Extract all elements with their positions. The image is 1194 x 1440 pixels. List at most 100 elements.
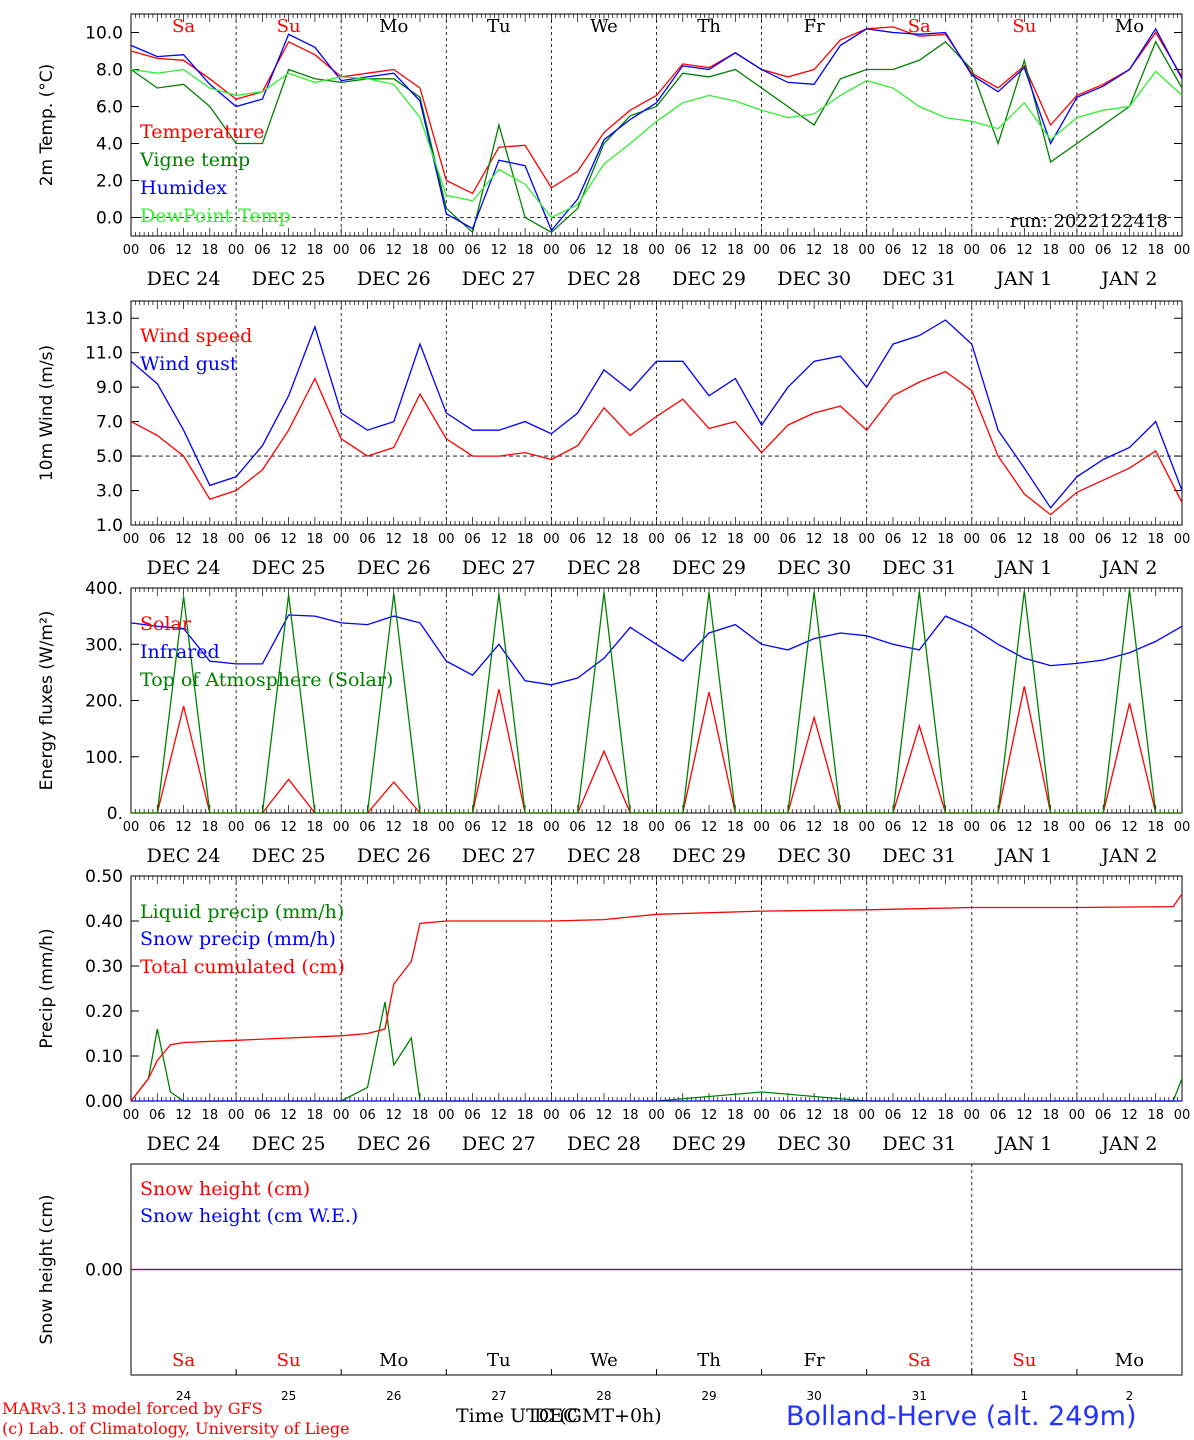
hour-tick-label: 12: [491, 532, 508, 547]
hour-tick-label: 12: [596, 820, 613, 835]
hour-tick-label: 06: [359, 1108, 376, 1123]
hour-tick-label: 18: [412, 1108, 429, 1123]
hour-tick-label: 00: [1174, 532, 1191, 547]
run-annotation: run: 2022122418: [1010, 211, 1168, 232]
hour-tick-label: 18: [517, 1108, 534, 1123]
hour-tick-label: 06: [569, 243, 586, 258]
hour-tick-label: 06: [990, 820, 1007, 835]
hour-tick-label: 00: [753, 243, 770, 258]
day-number-label: 26: [386, 1389, 401, 1403]
weekday-label: Mo: [1115, 1350, 1144, 1371]
y-tick-label: 0.50: [85, 867, 123, 887]
weekday-label: Sa: [172, 16, 195, 37]
hour-tick-label: 12: [491, 1108, 508, 1123]
hour-tick-label: 12: [175, 820, 192, 835]
hour-tick-label: 12: [385, 243, 402, 258]
date-label: DEC 31: [882, 557, 956, 579]
panel-2-frame: [130, 300, 1183, 526]
hour-tick-label: 12: [280, 532, 297, 547]
hour-tick-label: 00: [438, 243, 455, 258]
date-label: JAN 1: [994, 1133, 1052, 1155]
hour-tick-label: 06: [464, 1108, 481, 1123]
date-label: DEC 28: [567, 268, 641, 290]
hour-tick-label: 00: [333, 532, 350, 547]
x-axis-label: Time UTC (GMT+0h): [456, 1405, 662, 1427]
hour-tick-label: 00: [123, 820, 140, 835]
date-label: DEC 26: [357, 845, 431, 867]
day-number-label: 25: [281, 1389, 296, 1403]
hour-tick-label: 18: [832, 1108, 849, 1123]
date-label: DEC 26: [357, 1133, 431, 1155]
hour-tick-label: 06: [1095, 243, 1112, 258]
date-label: JAN 2: [1099, 557, 1157, 579]
legend-entry: Top of Atmosphere (Solar): [140, 669, 393, 691]
hour-tick-label: 12: [175, 532, 192, 547]
date-label: DEC 27: [462, 1133, 536, 1155]
hour-tick-label: 18: [1042, 243, 1059, 258]
y-tick-label: 300.: [85, 635, 123, 655]
station-name: Bolland-Herve (alt. 249m): [786, 1401, 1137, 1432]
hour-tick-label: 12: [175, 243, 192, 258]
hour-tick-label: 06: [569, 532, 586, 547]
hour-tick-label: 18: [727, 532, 744, 547]
series-line-2-2: [130, 319, 1183, 509]
date-label: DEC 28: [567, 1133, 641, 1155]
hour-tick-label: 00: [333, 243, 350, 258]
hour-tick-label: 18: [937, 1108, 954, 1123]
y-tick-label: 0.: [107, 804, 123, 824]
hour-tick-label: 06: [885, 243, 902, 258]
y-tick-label: 7.0: [96, 413, 123, 433]
y-axis-label: Precip (mm/h): [37, 928, 57, 1048]
legend-entry: Infrared: [140, 641, 220, 663]
hour-tick-label: 12: [280, 1108, 297, 1123]
y-tick-label: 13.0: [85, 309, 123, 329]
y-tick-label: 400.: [85, 579, 123, 599]
weekday-label: We: [590, 16, 618, 37]
hour-tick-label: 06: [464, 820, 481, 835]
hour-tick-label: 18: [1147, 820, 1164, 835]
legend-entry: Temperature: [140, 121, 264, 143]
weekday-label: Su: [1012, 16, 1036, 37]
hour-tick-label: 06: [780, 243, 797, 258]
y-tick-label: 0.10: [85, 1047, 123, 1067]
hour-tick-label: 06: [675, 243, 692, 258]
hour-tick-label: 00: [1069, 243, 1086, 258]
hour-tick-label: 06: [990, 243, 1007, 258]
hour-tick-label: 00: [648, 1108, 665, 1123]
hour-tick-label: 12: [385, 820, 402, 835]
hour-tick-label: 18: [1042, 1108, 1059, 1123]
date-label: DEC 28: [567, 845, 641, 867]
hour-tick-label: 06: [675, 532, 692, 547]
hour-tick-label: 18: [307, 820, 324, 835]
hour-tick-label: 18: [412, 532, 429, 547]
day-number-label: 2: [1126, 1389, 1134, 1403]
hour-tick-label: 00: [543, 532, 560, 547]
hour-tick-label: 18: [727, 243, 744, 258]
weekday-label: Fr: [804, 1350, 825, 1371]
hour-tick-label: 00: [228, 243, 245, 258]
legend-entry: Vigne temp: [139, 149, 250, 171]
hour-tick-label: 18: [937, 243, 954, 258]
y-tick-label: 0.20: [85, 1002, 123, 1022]
hour-tick-label: 18: [1147, 532, 1164, 547]
hour-tick-label: 00: [543, 820, 560, 835]
weekday-label: We: [590, 1350, 618, 1371]
hour-tick-label: 00: [123, 243, 140, 258]
legend-entry: Wind gust: [140, 353, 238, 375]
hour-tick-label: 18: [832, 820, 849, 835]
hour-tick-label: 06: [254, 820, 271, 835]
date-label: DEC 30: [777, 557, 851, 579]
hour-tick-label: 12: [911, 243, 928, 258]
date-label: DEC 30: [777, 268, 851, 290]
hour-tick-label: 00: [123, 1108, 140, 1123]
hour-tick-label: 06: [675, 820, 692, 835]
hour-tick-label: 18: [202, 1108, 219, 1123]
hour-tick-label: 12: [911, 1108, 928, 1123]
hour-tick-label: 00: [1069, 532, 1086, 547]
weekday-label: Su: [1012, 1350, 1036, 1371]
hour-tick-label: 18: [727, 820, 744, 835]
hour-tick-label: 12: [806, 820, 823, 835]
hour-tick-label: 12: [701, 820, 718, 835]
hour-tick-label: 18: [412, 820, 429, 835]
hour-tick-label: 18: [202, 820, 219, 835]
